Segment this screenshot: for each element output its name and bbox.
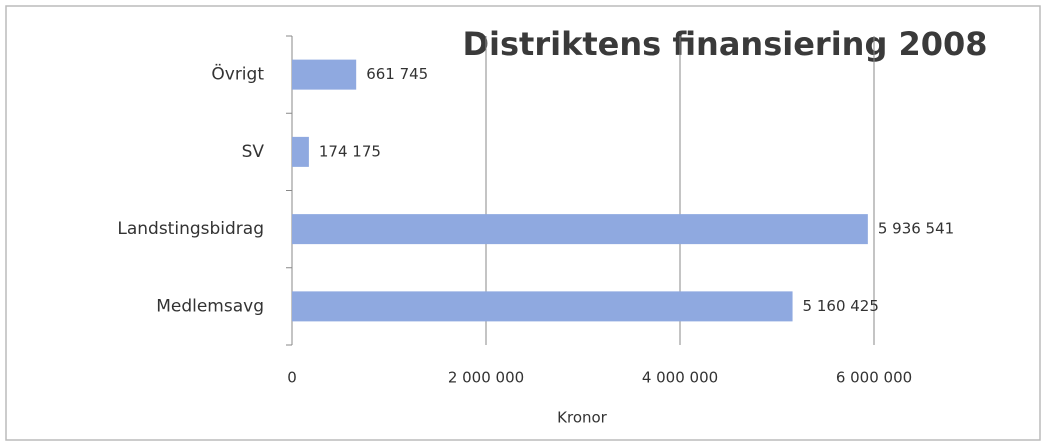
- value-label: 174 175: [319, 142, 381, 160]
- bar: [292, 214, 868, 245]
- x-tick-label: 4 000 000: [642, 369, 718, 387]
- value-label: 661 745: [366, 65, 428, 83]
- x-tick-label: 2 000 000: [448, 369, 524, 387]
- x-axis-label: Kronor: [557, 409, 608, 427]
- value-label: 5 160 425: [803, 297, 879, 315]
- bar: [292, 136, 309, 167]
- y-tick-label: Övrigt: [211, 63, 264, 85]
- chart-title: Distriktens finansiering 2008: [462, 25, 987, 63]
- y-tick-label: Medlemsavg: [156, 296, 264, 316]
- bar: [292, 59, 357, 90]
- y-tick-label: Landstingsbidrag: [117, 219, 264, 239]
- y-tick-label: SV: [242, 142, 265, 162]
- x-tick-label: 6 000 000: [836, 369, 912, 387]
- bar: [292, 291, 793, 322]
- x-tick-label: 0: [287, 369, 297, 387]
- value-label: 5 936 541: [878, 220, 954, 238]
